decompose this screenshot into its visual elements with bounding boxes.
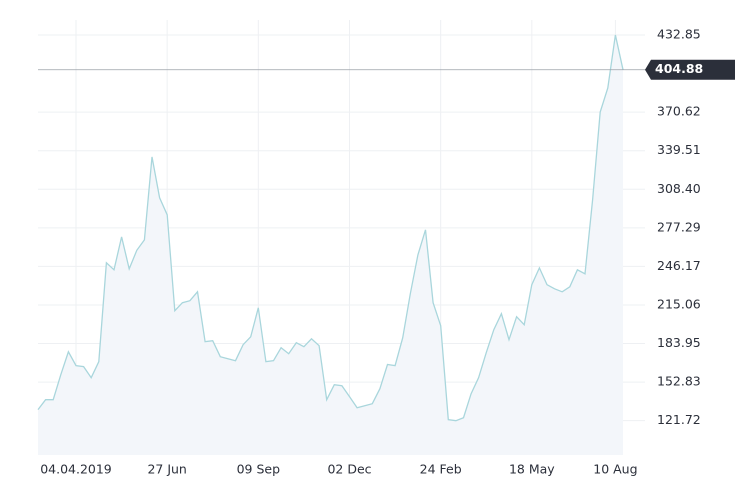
y-tick-label: 432.85 xyxy=(657,27,701,42)
x-tick-label: 02 Dec xyxy=(327,462,371,477)
last-price-box xyxy=(645,59,735,80)
y-tick-label: 308.40 xyxy=(657,181,701,196)
price-line xyxy=(37,34,624,422)
x-tick-label: 24 Feb xyxy=(420,462,462,477)
y-tick-label: 121.72 xyxy=(657,412,701,427)
x-tick-label: 10 Aug xyxy=(593,462,637,477)
y-tick-label: 215.06 xyxy=(657,296,701,311)
x-tick-label: 04.04.2019 xyxy=(40,462,112,477)
y-tick-label: 339.51 xyxy=(657,142,701,157)
x-tick-label: 09 Sep xyxy=(237,462,281,477)
y-tick-label: 183.95 xyxy=(657,335,701,350)
y-tick-label: 370.62 xyxy=(657,104,701,119)
y-tick-label: 246.17 xyxy=(657,258,701,273)
x-tick-label: 18 May xyxy=(509,462,555,477)
x-tick-label: 27 Jun xyxy=(147,462,186,477)
y-tick-label: 152.83 xyxy=(657,374,701,389)
area-fill xyxy=(38,35,623,455)
y-tick-label: 277.29 xyxy=(657,219,701,234)
last-price-label: 404.88 xyxy=(655,61,703,76)
